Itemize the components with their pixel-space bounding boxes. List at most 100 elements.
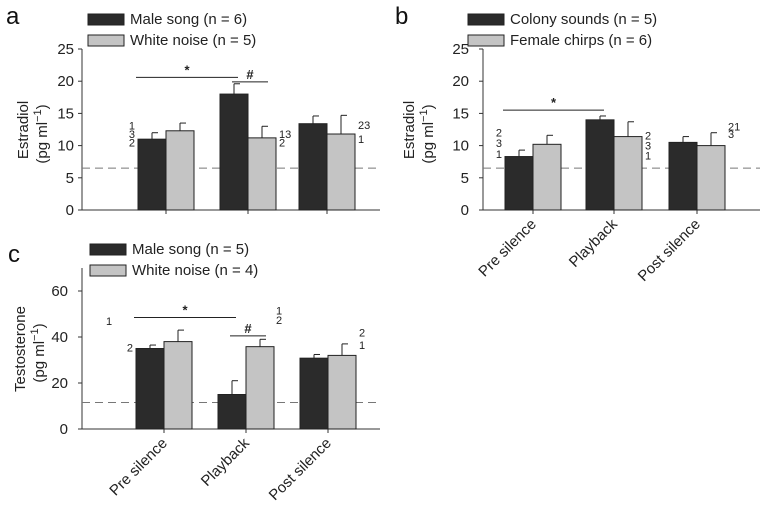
- bar-male-song: [219, 93, 249, 211]
- y-axis-label: Estradiol (pg ml−1): [401, 101, 437, 164]
- bar-annotation: 13: [279, 129, 291, 141]
- bar-annotation: 1: [129, 121, 135, 133]
- bar-annotation: 2: [276, 315, 282, 327]
- legend-swatch: [87, 34, 125, 47]
- bar-white-noise: [165, 130, 195, 211]
- y-axis-label-name: Testosterone: [12, 306, 29, 392]
- y-tick-label: 0: [461, 202, 469, 219]
- bar-annotation: 1: [358, 134, 364, 146]
- y-tick-label: 20: [51, 375, 68, 392]
- y-axis-label: Estradiol (pg ml−1): [15, 101, 51, 164]
- panel-letter: a: [6, 3, 20, 30]
- y-axis-label-exponent: −1: [29, 328, 41, 341]
- legend-swatch: [87, 13, 125, 26]
- bar-annotation: 2: [496, 128, 502, 140]
- category-label: Post silence: [635, 216, 704, 285]
- y-axis-label-close: ): [420, 104, 437, 109]
- y-axis-label-name: Estradiol: [401, 101, 418, 159]
- legend-label: White noise (n = 5): [130, 32, 256, 49]
- legend-swatch: [467, 13, 505, 26]
- bar-colony-sounds: [668, 141, 698, 211]
- category-label: Pre silence: [475, 216, 539, 280]
- significance-symbol: #: [246, 67, 254, 82]
- bar-annotation: 3: [645, 141, 651, 153]
- bar-annotation: 1: [496, 149, 502, 161]
- legend-label: White noise (n = 4): [132, 262, 258, 279]
- bar-annotation: 3: [129, 129, 135, 141]
- legend-swatch: [467, 34, 505, 47]
- bar-white-noise: [163, 341, 193, 430]
- bar-male-song: [135, 348, 165, 430]
- bar-annotation: 2: [129, 137, 135, 149]
- category-label: Post silence: [266, 435, 335, 504]
- y-tick-label: 25: [452, 41, 469, 58]
- y-tick-label: 60: [51, 283, 68, 300]
- y-axis-label-unit: (pg ml: [420, 122, 437, 164]
- significance-symbol: *: [182, 302, 188, 317]
- y-tick-label: 20: [452, 73, 469, 90]
- bar-white-noise: [245, 346, 275, 430]
- bar-colony-sounds: [585, 119, 615, 211]
- bar-male-song: [298, 123, 328, 211]
- legend-swatch: [89, 264, 127, 277]
- y-axis-label-unit: (pg ml: [31, 341, 48, 383]
- panel-b: b 0 5 10 15 20 25 Pre silence Playback Post silen…: [395, 3, 760, 285]
- bar-male-song: [137, 138, 167, 211]
- significance-symbol: *: [551, 95, 557, 110]
- legend-swatch: [89, 243, 127, 256]
- y-tick-label: 10: [452, 138, 469, 155]
- bar-annotation: 23: [358, 120, 370, 132]
- bar-male-song: [217, 394, 247, 430]
- panel-letter: c: [8, 241, 20, 268]
- bar-white-noise: [327, 354, 357, 430]
- y-tick-label: 0: [60, 421, 68, 438]
- bar-female-chirps: [613, 136, 643, 211]
- y-axis-label-close: ): [31, 323, 48, 328]
- bar-white-noise: [247, 137, 277, 211]
- y-tick-label: 40: [51, 329, 68, 346]
- y-tick-label: 20: [57, 73, 74, 90]
- bar-annotation: 2: [359, 327, 365, 339]
- legend-label: Male song (n = 6): [130, 11, 247, 28]
- y-tick-label: 15: [452, 105, 469, 122]
- bar-annotation: 2: [279, 137, 285, 149]
- y-tick-label: 15: [57, 105, 74, 122]
- bar-colony-sounds: [504, 156, 534, 211]
- significance-symbol: *: [184, 62, 190, 77]
- bar-annotation: 3: [728, 129, 734, 141]
- category-label: Playback: [198, 434, 253, 489]
- bar-annotation: 3: [496, 138, 502, 150]
- y-tick-label: 0: [66, 202, 74, 219]
- bar-female-chirps: [532, 143, 562, 211]
- panel-c: c 0 20 40 60 Pre silence Playback Post silence T…: [8, 241, 380, 504]
- bar-annotation: 2: [127, 342, 133, 354]
- y-axis-label-exponent: −1: [32, 109, 44, 122]
- bar-annotation: 1: [359, 340, 365, 352]
- y-axis-label-exponent: −1: [418, 109, 430, 122]
- bar-male-song: [299, 357, 329, 430]
- y-axis-label: Testosterone (pg ml−1): [12, 306, 48, 392]
- category-label: Playback: [566, 215, 621, 270]
- bar-annotation: 1: [645, 150, 651, 162]
- bar-annotation: 1: [276, 306, 282, 318]
- legend-label: Female chirps (n = 6): [510, 32, 652, 49]
- significance-symbol: #: [244, 321, 252, 336]
- legend-label: Male song (n = 5): [132, 241, 249, 258]
- y-tick-label: 5: [461, 170, 469, 187]
- y-axis-label-close: ): [34, 104, 51, 109]
- y-axis-label-name: Estradiol: [15, 101, 32, 159]
- y-tick-label: 25: [57, 41, 74, 58]
- legend-label: Colony sounds (n = 5): [510, 11, 657, 28]
- category-label: Pre silence: [106, 435, 170, 499]
- panel-letter: b: [395, 3, 408, 30]
- bar-white-noise: [326, 133, 356, 211]
- bar-annotation: 21: [728, 121, 740, 133]
- bar-female-chirps: [696, 145, 726, 211]
- bar-annotation: 2: [645, 130, 651, 142]
- y-axis-label-unit: (pg ml: [34, 122, 51, 164]
- y-tick-label: 10: [57, 138, 74, 155]
- y-tick-label: 5: [66, 170, 74, 187]
- bar-annotation: 1: [106, 316, 112, 328]
- panel-a: a 0 5 10 15 20 25 Estradiol (pg ml−1) Male song (…: [6, 3, 380, 219]
